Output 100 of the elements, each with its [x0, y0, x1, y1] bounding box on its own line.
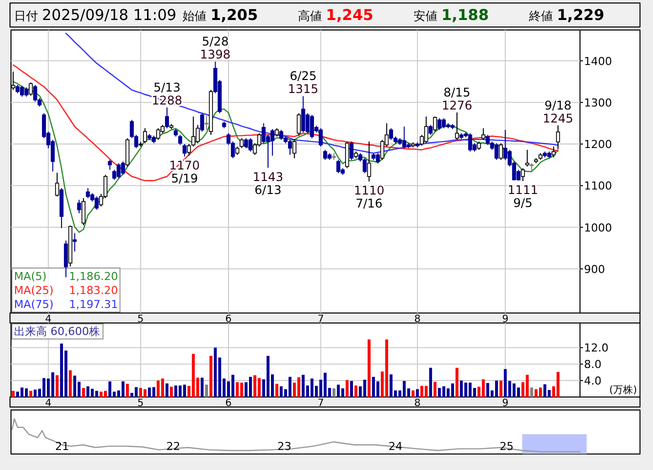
- bar: [385, 339, 388, 397]
- annotation: 1,197.31: [69, 298, 118, 311]
- y-tick-label: 1300: [584, 96, 612, 110]
- y-tick-label: 12.0: [584, 342, 608, 355]
- bar: [429, 368, 432, 397]
- bar: [534, 389, 538, 397]
- annotation: 6/25 1315: [288, 69, 318, 96]
- candlestick: [186, 144, 191, 156]
- bar: [24, 388, 28, 397]
- candlestick: [498, 142, 503, 160]
- candlestick: [345, 141, 350, 169]
- annotation: 1110 7/16: [354, 183, 384, 210]
- bar: [530, 388, 534, 397]
- bar: [438, 388, 441, 397]
- bar: [16, 392, 20, 397]
- bar: [209, 356, 212, 397]
- text: 1,205: [210, 6, 258, 24]
- bar: [214, 348, 217, 397]
- candlestick: [468, 132, 472, 152]
- bar: [205, 384, 208, 397]
- x-tick-label: 25: [500, 440, 514, 453]
- x-tick-label: 22: [166, 440, 180, 453]
- candlestick: [279, 129, 284, 140]
- candlestick: [165, 106, 169, 129]
- annotation: 1111 9/5: [508, 183, 538, 210]
- y-tick-label: 1000: [584, 221, 612, 234]
- candlestick: [143, 128, 147, 144]
- x-tick-label: 24: [388, 440, 403, 453]
- candlestick: [156, 128, 160, 140]
- x-tick-label: 6: [225, 314, 232, 325]
- candlestick: [262, 122, 266, 144]
- text: 日付: [14, 9, 38, 23]
- x-tick-label: 9: [502, 398, 508, 409]
- bar: [126, 384, 129, 397]
- y-tick-label: 1200: [584, 138, 612, 152]
- chart-title: 出来高 60,600株: [14, 325, 100, 338]
- candlestick: [28, 82, 33, 96]
- x-tick-label: 9: [502, 314, 508, 325]
- candlestick: [191, 116, 196, 148]
- candlestick: [424, 116, 428, 144]
- annotation: 5/28 1398: [200, 34, 231, 62]
- bar: [416, 389, 419, 397]
- candlestick: [244, 138, 248, 149]
- bar: [499, 380, 502, 397]
- candlestick: [428, 124, 433, 136]
- candlestick: [200, 112, 204, 132]
- candlestick: [336, 159, 340, 174]
- candlestick: [433, 116, 437, 132]
- x-tick-label: 7: [318, 398, 324, 409]
- bar: [456, 368, 458, 397]
- candlestick: [182, 144, 187, 158]
- annotation: 1,186.20: [69, 270, 118, 283]
- x-tick-label: 21: [55, 440, 70, 453]
- bar: [368, 339, 371, 397]
- text: 終値: [528, 9, 553, 23]
- candlestick: [552, 146, 556, 158]
- candlestick: [248, 138, 252, 152]
- bar: [350, 380, 353, 397]
- candlestick: [454, 112, 459, 140]
- bar: [95, 390, 98, 397]
- bar: [86, 386, 90, 397]
- y-tick-label: 900: [584, 262, 605, 276]
- bar: [434, 382, 436, 397]
- y-tick-label: 1400: [584, 54, 612, 68]
- bar: [332, 388, 336, 397]
- annotation: 8/15 1276: [442, 85, 472, 112]
- bar: [12, 390, 15, 397]
- candlestick: [116, 162, 121, 179]
- bar: [166, 383, 168, 397]
- candlestick: [72, 232, 77, 252]
- candlestick: [323, 149, 328, 160]
- candlestick: [204, 115, 209, 130]
- bar: [324, 372, 327, 397]
- candlestick: [64, 240, 68, 278]
- candlestick: [367, 141, 372, 182]
- bar: [504, 369, 507, 397]
- candlestick: [33, 84, 38, 102]
- bar: [139, 388, 142, 397]
- bar: [390, 374, 393, 397]
- bar: [56, 375, 59, 397]
- bar: [336, 384, 340, 397]
- bar: [108, 381, 112, 397]
- y-tick-label: 4.0: [584, 374, 602, 388]
- bar: [170, 386, 173, 397]
- candlestick: [77, 199, 82, 214]
- bar: [543, 384, 546, 397]
- text: 1,188: [441, 6, 489, 24]
- candlestick: [486, 134, 490, 146]
- bar: [460, 380, 463, 397]
- bar: [240, 382, 244, 397]
- candlestick: [389, 128, 394, 140]
- x-tick-label: 23: [277, 440, 292, 453]
- bar: [420, 386, 424, 397]
- x-tick-label: 7: [318, 314, 324, 325]
- x-tick-label: 5: [137, 398, 144, 409]
- bar: [100, 392, 103, 397]
- bar: [412, 390, 414, 397]
- annotation: 1,183.20: [69, 284, 118, 297]
- bar: [192, 354, 195, 397]
- x-tick-label: 6: [225, 398, 232, 409]
